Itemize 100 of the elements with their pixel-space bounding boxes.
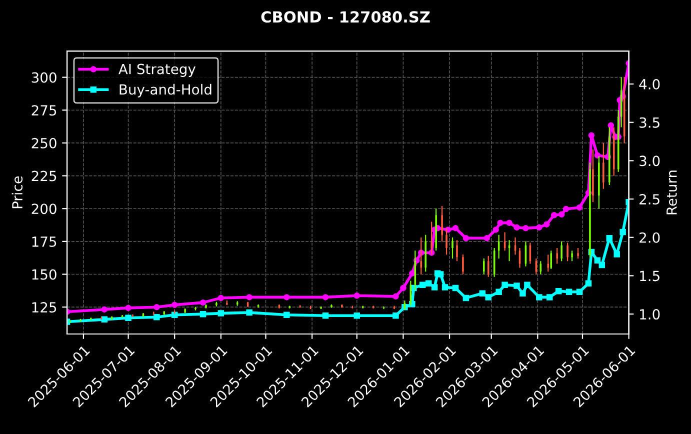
candlestick (571, 250, 573, 262)
point (409, 270, 416, 277)
chart-title: CBOND - 127080.SZ (261, 11, 430, 23)
candlestick (566, 242, 568, 262)
point (431, 284, 438, 290)
y-tick-label: 175 (32, 236, 56, 247)
y-tick-label: 275 (32, 105, 56, 116)
y-tick-label: 150 (32, 269, 56, 280)
y2-tick-label: 1.5 (640, 270, 660, 282)
point (485, 294, 492, 300)
candlestick (602, 142, 604, 190)
point (354, 292, 360, 299)
candlestick (462, 254, 464, 275)
point (484, 235, 490, 242)
point (452, 284, 459, 292)
candlestick (487, 255, 490, 278)
point (614, 251, 620, 258)
point (522, 225, 529, 232)
point (555, 288, 562, 294)
point (536, 224, 542, 231)
point (502, 282, 508, 288)
y-axis-title: Price (12, 176, 23, 208)
y2-tick-label: 3.5 (640, 117, 660, 128)
candlestick (446, 228, 448, 256)
point (606, 235, 613, 242)
point (598, 262, 606, 268)
point (392, 293, 399, 300)
point (171, 302, 178, 308)
candlestick (441, 205, 443, 242)
point (246, 294, 252, 300)
candlestick (320, 306, 322, 310)
point (200, 310, 206, 318)
point (562, 206, 570, 212)
point (594, 257, 601, 264)
candlestick (452, 236, 454, 260)
y2-tick-label: 2.5 (640, 194, 660, 205)
point (524, 282, 530, 288)
point (514, 224, 520, 231)
point (546, 294, 553, 300)
point (284, 294, 290, 300)
candlestick (589, 162, 591, 258)
point (550, 212, 558, 218)
point (594, 152, 601, 158)
candlestick (420, 236, 422, 275)
point (171, 312, 178, 318)
candlestick (430, 221, 432, 256)
point (246, 309, 252, 316)
point (101, 306, 108, 313)
point (506, 220, 512, 226)
point (496, 288, 502, 295)
point (620, 228, 626, 236)
candlestick (330, 304, 332, 308)
y-tick-label: 250 (32, 138, 56, 148)
point (200, 299, 206, 306)
point (514, 282, 520, 289)
y-tick-label: 225 (32, 170, 56, 182)
candlestick (550, 250, 552, 270)
candlestick (80, 318, 82, 322)
point (125, 304, 132, 312)
candlestick (456, 240, 458, 262)
point (101, 316, 108, 323)
legend-label: Buy-and-Hold (120, 84, 212, 98)
point (544, 221, 550, 228)
point (218, 310, 224, 316)
y2-tick-label: 3.0 (640, 156, 660, 166)
point (576, 204, 583, 211)
point (354, 312, 360, 319)
point (154, 304, 160, 310)
point (154, 314, 160, 320)
point (576, 288, 583, 295)
point (322, 312, 329, 319)
point (536, 294, 542, 300)
y-tick-label: 300 (32, 72, 56, 83)
point (566, 288, 572, 295)
point (497, 220, 504, 226)
point (479, 290, 486, 296)
point (125, 314, 132, 322)
point (425, 280, 432, 287)
point (400, 284, 406, 292)
point (520, 290, 526, 296)
point (462, 235, 470, 242)
point (492, 226, 499, 233)
point (284, 312, 290, 318)
candlestick (547, 254, 550, 272)
point (462, 294, 470, 302)
y-tick-label: 125 (32, 302, 56, 313)
point (558, 211, 565, 218)
point (608, 122, 614, 129)
candlestick (560, 240, 562, 262)
y-tick-label: 200 (32, 204, 56, 214)
point (585, 280, 592, 287)
candlestick (577, 247, 579, 260)
candlestick (194, 306, 196, 311)
point (392, 312, 399, 319)
candlestick (205, 304, 207, 309)
candlestick (556, 247, 558, 264)
y2-axis-title: Return (666, 170, 677, 214)
point (442, 284, 448, 290)
y2-tick-label: 4.0 (639, 78, 660, 90)
candlestick (482, 258, 485, 275)
